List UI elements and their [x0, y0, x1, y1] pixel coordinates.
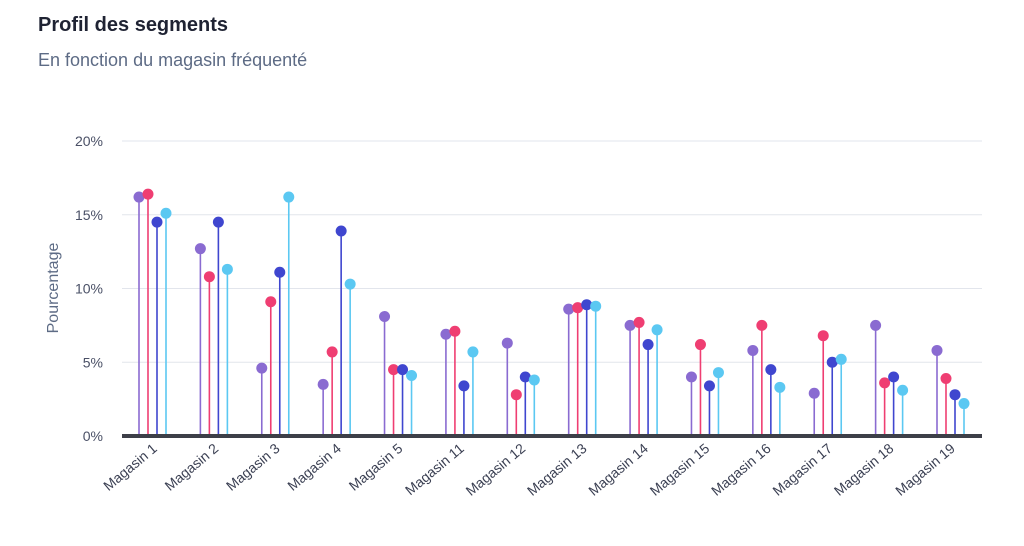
data-point[interactable] [440, 328, 452, 340]
data-point[interactable] [344, 278, 356, 290]
x-category-label: Magasin 2 [162, 440, 222, 494]
x-axis-category-labels: Magasin 1 Magasin 2 Magasin 3 Magasin 4 Maga… [100, 440, 958, 499]
data-point[interactable] [826, 356, 838, 368]
data-point[interactable] [406, 370, 418, 382]
data-point[interactable] [458, 380, 470, 392]
data-point[interactable] [563, 303, 575, 315]
data-point[interactable] [931, 344, 943, 356]
data-point[interactable] [808, 387, 820, 399]
x-category-label: Magasin 12 [462, 440, 528, 499]
data-point[interactable] [747, 344, 759, 356]
x-category-label: Magasin 11 [402, 440, 467, 498]
data-point[interactable] [388, 364, 400, 376]
data-point[interactable] [949, 389, 961, 401]
data-point[interactable] [958, 398, 970, 410]
data-point[interactable] [879, 377, 891, 389]
data-point[interactable] [519, 371, 531, 383]
x-category-label: Magasin 19 [892, 440, 958, 499]
y-tick-label: 10% [75, 281, 103, 297]
x-category-label: Magasin 4 [284, 440, 344, 494]
data-point[interactable] [203, 271, 215, 283]
x-category-label: Magasin 14 [585, 440, 651, 499]
data-point[interactable] [765, 364, 777, 376]
data-point[interactable] [651, 324, 663, 336]
data-point[interactable] [326, 346, 338, 358]
data-point[interactable] [335, 225, 347, 237]
data-point[interactable] [897, 384, 909, 396]
x-category-label: Magasin 1 [100, 440, 160, 494]
grid-lines [122, 140, 982, 363]
data-point[interactable] [817, 330, 829, 342]
data-point[interactable] [142, 188, 154, 200]
y-tick-label: 0% [83, 428, 103, 444]
data-point[interactable] [467, 346, 479, 358]
data-point[interactable] [572, 302, 584, 314]
data-point[interactable] [510, 389, 522, 401]
lollipop-stems [138, 194, 965, 436]
chart-title: Profil des segments [38, 14, 229, 36]
data-point[interactable] [528, 374, 540, 386]
y-axis-ticks: 0% 5% 10% 15% 20% [75, 133, 103, 444]
data-point[interactable] [685, 371, 697, 383]
data-point[interactable] [756, 319, 768, 331]
y-tick-label: 5% [83, 354, 103, 370]
x-category-label: Magasin 13 [524, 440, 590, 499]
data-point[interactable] [888, 371, 900, 383]
data-point[interactable] [256, 362, 268, 374]
data-point[interactable] [265, 296, 277, 308]
data-point[interactable] [449, 325, 461, 337]
data-point[interactable] [581, 299, 593, 311]
data-point[interactable] [151, 216, 163, 228]
y-tick-label: 20% [75, 133, 103, 149]
data-point[interactable] [133, 191, 145, 203]
data-point[interactable] [397, 364, 409, 376]
data-point[interactable] [283, 191, 295, 203]
data-point[interactable] [379, 311, 391, 323]
data-point[interactable] [194, 243, 206, 255]
y-axis-title: Pourcentage [45, 243, 62, 334]
data-point[interactable] [274, 266, 286, 278]
x-category-label: Magasin 5 [346, 440, 406, 494]
data-point[interactable] [624, 319, 636, 331]
data-point[interactable] [221, 263, 233, 275]
chart-subtitle: En fonction du magasin fréquenté [38, 50, 308, 70]
x-category-label: Magasin 16 [708, 440, 774, 499]
y-tick-label: 15% [75, 207, 103, 223]
data-point[interactable] [694, 339, 706, 351]
data-point[interactable] [870, 319, 882, 331]
data-point[interactable] [590, 300, 602, 312]
x-category-label: Magasin 15 [647, 440, 713, 499]
data-point[interactable] [160, 207, 172, 219]
data-point[interactable] [501, 337, 513, 349]
data-point[interactable] [703, 380, 715, 392]
x-category-label: Magasin 3 [223, 440, 283, 494]
data-point[interactable] [633, 316, 645, 328]
data-point[interactable] [712, 367, 724, 379]
data-point[interactable] [940, 372, 952, 384]
x-category-label: Magasin 18 [831, 440, 897, 499]
data-point[interactable] [835, 353, 847, 365]
x-category-label: Magasin 17 [769, 440, 835, 499]
data-point[interactable] [317, 378, 329, 390]
data-point[interactable] [642, 339, 654, 351]
data-point[interactable] [774, 381, 786, 393]
lollipop-dots [133, 188, 970, 410]
data-point[interactable] [212, 216, 224, 228]
